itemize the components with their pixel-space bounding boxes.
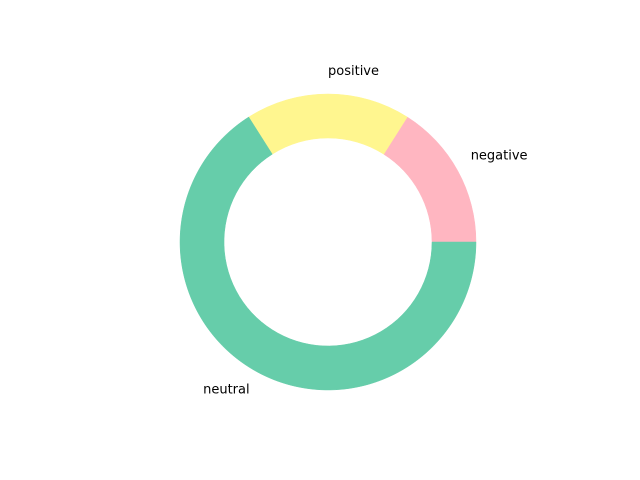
chart-slices [179,93,477,391]
slice-label-positive: positive [328,64,379,79]
slice-positive [248,93,408,155]
slice-label-neutral: neutral [203,382,250,397]
slice-label-negative: negative [471,149,528,164]
slice-neutral [179,116,477,391]
slice-negative [383,116,477,243]
chart-labels: negative positive neutral [203,64,527,397]
